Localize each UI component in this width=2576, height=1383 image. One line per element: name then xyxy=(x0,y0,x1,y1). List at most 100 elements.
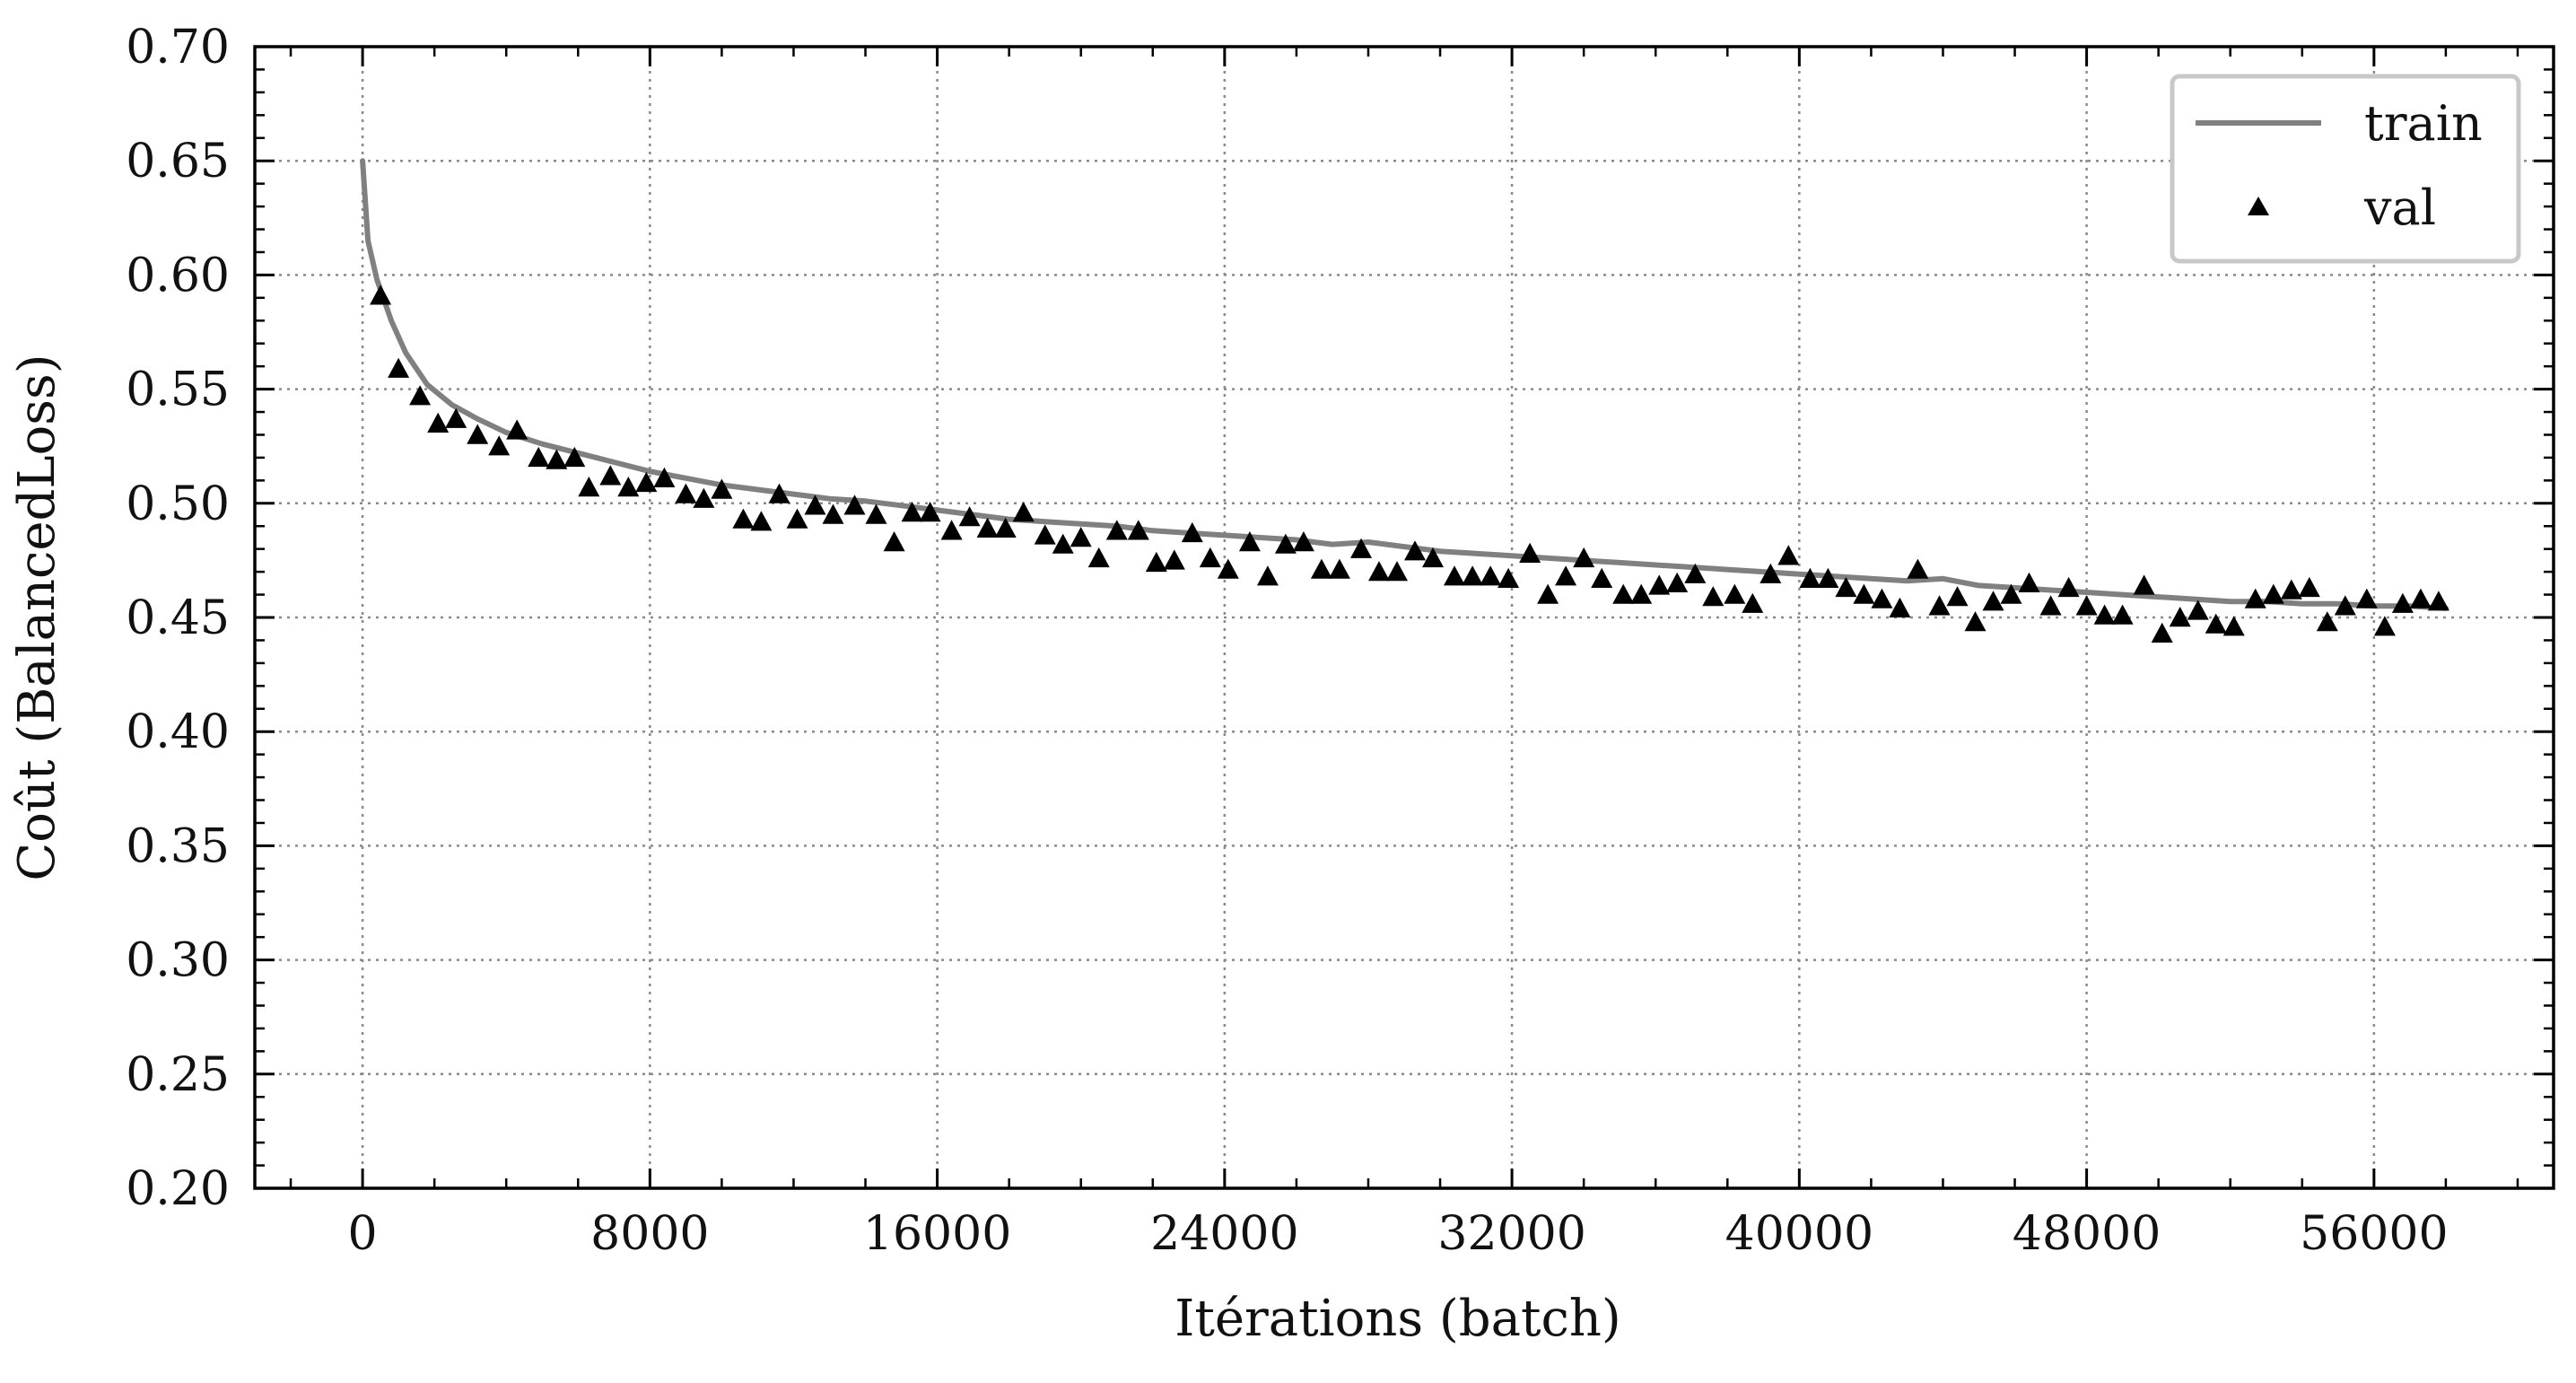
val-point xyxy=(711,478,733,499)
val-point xyxy=(1519,542,1541,563)
x-tick-label: 40000 xyxy=(1725,1207,1873,1261)
val-point xyxy=(1982,591,2004,611)
val-point xyxy=(1422,547,1444,568)
val-point xyxy=(506,419,528,440)
val-point xyxy=(750,511,773,531)
val-point xyxy=(1350,538,1372,558)
val-point xyxy=(1274,533,1297,554)
val-point xyxy=(958,506,981,527)
val-point xyxy=(563,446,586,468)
x-tick-label: 32000 xyxy=(1437,1207,1585,1261)
y-tick-label: 0.35 xyxy=(126,819,230,873)
val-point xyxy=(2222,616,2245,636)
y-tick-label: 0.50 xyxy=(126,477,230,531)
val-point xyxy=(528,446,550,468)
val-point xyxy=(1964,611,1987,632)
val-point xyxy=(578,477,600,497)
val-point xyxy=(1684,563,1707,583)
val-point xyxy=(388,357,410,378)
val-point xyxy=(2000,583,2022,604)
val-point xyxy=(1907,558,1929,579)
x-tick-label: 48000 xyxy=(2013,1207,2161,1261)
val-point xyxy=(1127,520,1149,540)
val-point xyxy=(1498,567,1520,588)
y-tick-label: 0.40 xyxy=(126,705,230,759)
val-point xyxy=(1328,558,1350,579)
val-point xyxy=(693,487,715,508)
x-tick-label: 16000 xyxy=(863,1207,1011,1261)
val-point xyxy=(865,503,887,524)
legend-train-label: train xyxy=(2364,95,2483,152)
val-point xyxy=(1537,583,1559,604)
val-point xyxy=(1105,520,1128,540)
val-point xyxy=(2093,604,2116,625)
val-point xyxy=(1666,572,1689,592)
val-point xyxy=(1087,547,1110,568)
val-point xyxy=(1217,558,1239,579)
train-series xyxy=(360,158,2449,611)
val-point xyxy=(786,508,808,529)
val-point xyxy=(1853,583,1875,604)
val-point xyxy=(2018,572,2040,592)
y-tick-label: 0.70 xyxy=(126,21,230,74)
val-point xyxy=(1591,567,1613,588)
y-tick-label: 0.20 xyxy=(126,1162,230,1216)
val-point xyxy=(2355,588,2378,608)
val-point xyxy=(1835,576,1857,598)
val-point xyxy=(1181,521,1203,543)
val-point xyxy=(1630,583,1653,604)
val-point xyxy=(2334,595,2356,616)
val-point xyxy=(804,495,826,515)
val-point xyxy=(2427,591,2449,611)
val-point xyxy=(940,520,963,540)
x-tick-label: 8000 xyxy=(590,1207,709,1261)
val-point xyxy=(2057,576,2080,598)
val-point xyxy=(617,477,640,497)
val-point xyxy=(370,284,392,305)
val-point xyxy=(1573,547,1595,568)
tick-labels: 0 8000 16000 24000 32000 40000 48000 56000 0.20 0… xyxy=(126,21,2448,1261)
val-point xyxy=(822,503,844,524)
train-line xyxy=(360,158,2449,611)
legend: train val xyxy=(2170,74,2521,264)
val-point xyxy=(1256,565,1279,586)
val-point xyxy=(488,435,511,456)
val-point xyxy=(1612,583,1635,604)
val-point xyxy=(1052,533,1074,554)
val-point xyxy=(1724,583,1746,604)
val-point xyxy=(2391,592,2414,613)
val-point xyxy=(1871,588,1893,608)
val-point xyxy=(1946,586,1969,607)
val-point xyxy=(2316,611,2338,632)
tick-marks xyxy=(255,45,2554,1190)
val-point xyxy=(1310,558,1332,579)
x-tick-label: 0 xyxy=(348,1207,378,1261)
val-point xyxy=(1145,551,1167,573)
val-point xyxy=(1444,565,1465,586)
val-point xyxy=(1368,561,1390,582)
val-point xyxy=(1928,595,1951,616)
val-point xyxy=(1404,540,1426,561)
y-tick-label: 0.60 xyxy=(126,249,230,302)
val-point xyxy=(2244,588,2266,608)
val-point xyxy=(409,385,432,406)
val-point xyxy=(635,471,658,493)
val-point xyxy=(1292,531,1314,552)
val-point xyxy=(2262,583,2284,604)
val-point xyxy=(427,412,450,433)
y-tick-label: 0.30 xyxy=(126,934,230,988)
y-tick-label: 0.45 xyxy=(126,591,230,645)
grid-lines xyxy=(255,45,2554,1190)
val-point xyxy=(467,424,489,444)
val-point xyxy=(2075,595,2098,616)
val-point xyxy=(1386,561,1408,582)
val-point xyxy=(1034,524,1056,545)
x-tick-label: 56000 xyxy=(2300,1207,2448,1261)
val-point xyxy=(843,495,866,515)
val-point xyxy=(1817,567,1839,588)
val-point xyxy=(1742,592,1764,613)
val-point xyxy=(1012,502,1035,522)
y-tick-label: 0.25 xyxy=(126,1048,230,1102)
val-point xyxy=(2151,622,2173,643)
